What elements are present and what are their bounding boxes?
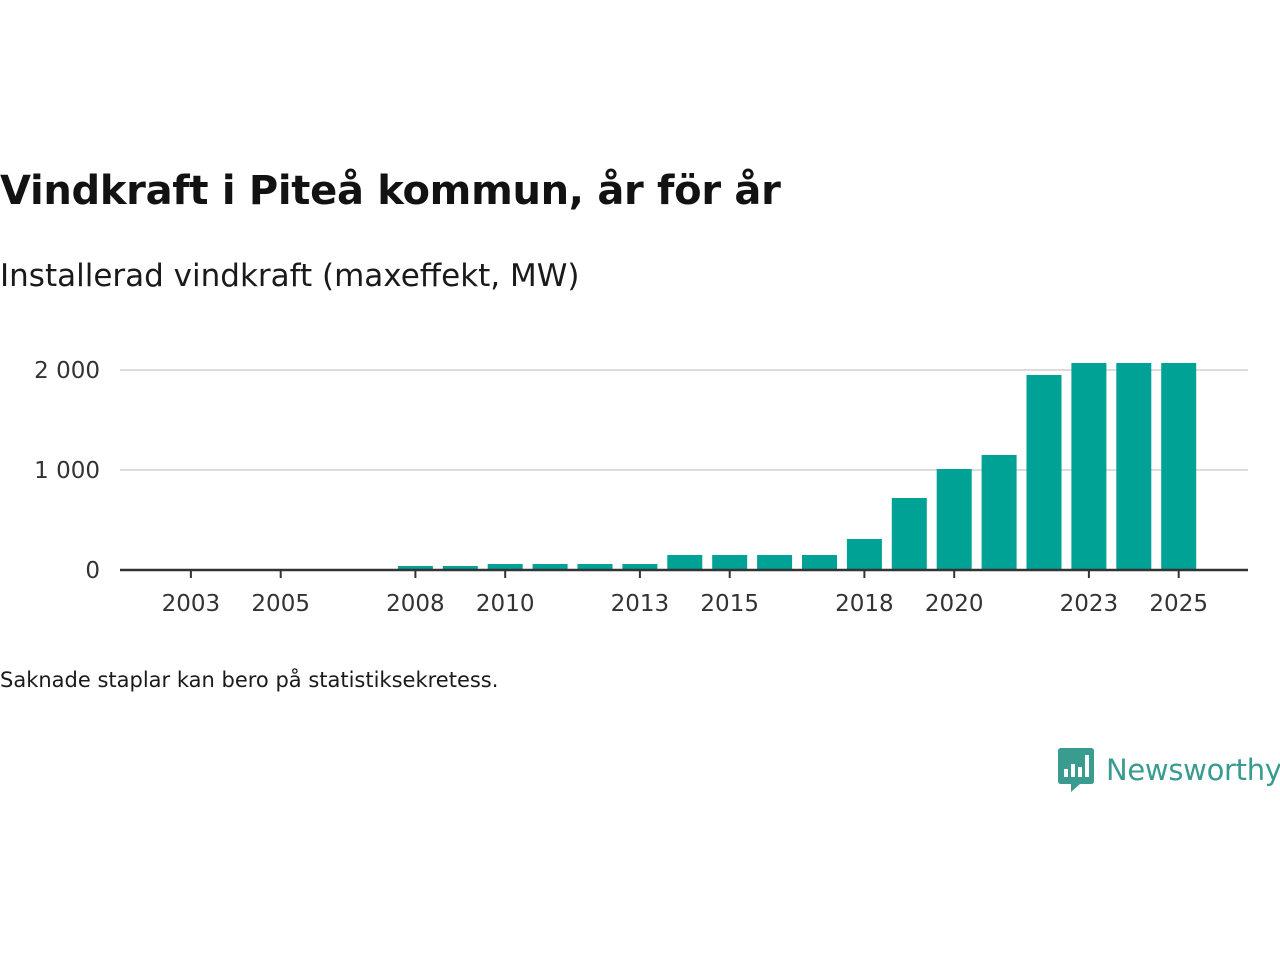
newsworthy-logo-icon <box>1058 748 1094 792</box>
bar-2017 <box>802 555 837 570</box>
bar-2022 <box>1026 375 1062 570</box>
x-tick-label: 2013 <box>611 591 670 617</box>
footnote: Saknade staplar kan bero på statistiksek… <box>0 668 499 692</box>
chart-subtitle: Installerad vindkraft (maxeffekt, MW) <box>0 258 580 294</box>
bars <box>397 363 1197 570</box>
x-tick-label: 2018 <box>835 591 894 617</box>
y-axis-ticks: 0 1 000 2 000 <box>34 358 100 584</box>
x-axis-ticks: 2003 2005 2008 2010 2013 2015 2018 2020 2023 2025 <box>162 570 1208 617</box>
x-tick-label: 2025 <box>1149 591 1208 617</box>
bar-2016 <box>757 555 793 570</box>
y-tick-label: 1 000 <box>34 458 100 484</box>
x-tick-label: 2020 <box>925 591 984 617</box>
bar-2008 <box>397 566 433 570</box>
bar-2010 <box>487 564 523 570</box>
bar-2014 <box>667 555 703 570</box>
bar-2015 <box>712 555 748 570</box>
bar-2013 <box>622 564 658 570</box>
x-tick-label: 2015 <box>700 591 759 617</box>
x-tick-label: 2010 <box>476 591 535 617</box>
bar-2025 <box>1161 363 1197 570</box>
bar-2020 <box>936 469 972 570</box>
bar-2009 <box>442 566 478 570</box>
bar-2024 <box>1116 363 1152 570</box>
bar-2012 <box>577 564 613 570</box>
x-tick-label: 2008 <box>386 591 445 617</box>
y-tick-label: 2 000 <box>34 358 100 384</box>
bar-2018 <box>846 539 882 570</box>
x-tick-label: 2003 <box>162 591 221 617</box>
y-tick-label: 0 <box>85 558 100 584</box>
bar-chart: 0 1 000 2 000 2003 2005 2008 2010 2013 2015 2018… <box>34 358 1248 617</box>
x-tick-label: 2023 <box>1060 591 1119 617</box>
bar-2021 <box>981 455 1017 570</box>
logo-name: Newsworthy <box>1106 753 1280 787</box>
chart-title: Vindkraft i Piteå kommun, år för år <box>0 168 781 214</box>
x-tick-label: 2005 <box>251 591 310 617</box>
bar-2011 <box>532 564 568 570</box>
newsworthy-logo[interactable]: Newsworthy <box>1058 748 1280 792</box>
bar-2019 <box>891 498 927 570</box>
bar-2023 <box>1071 363 1107 570</box>
